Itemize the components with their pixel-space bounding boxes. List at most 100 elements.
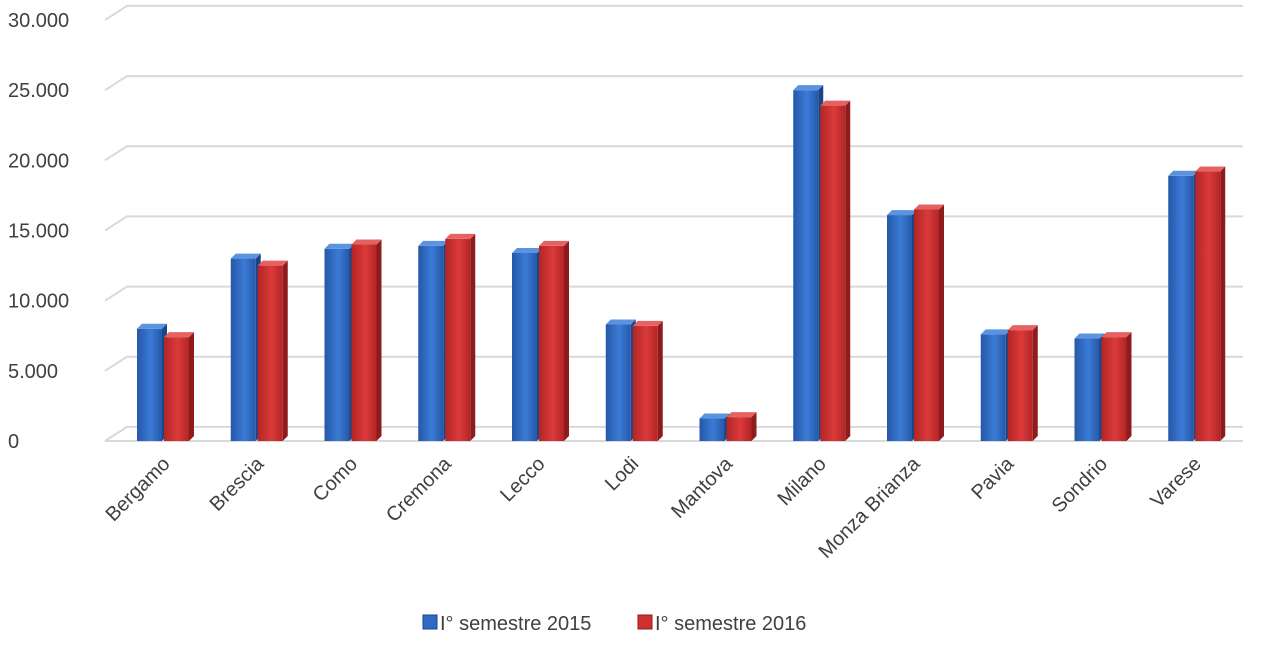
bar-group-sondrio xyxy=(1074,332,1132,441)
bar-side xyxy=(282,260,288,441)
bar-top xyxy=(164,332,194,338)
bar-i-semestre-2015-lodi xyxy=(605,319,636,441)
legend-item-i-semestre-2016: I° semestre 2016 xyxy=(637,613,806,635)
bar-side xyxy=(564,240,569,441)
bar-group-lecco xyxy=(512,240,569,441)
bar-i-semestre-2015-cremona xyxy=(418,240,449,441)
bar-i-semestre-2015-bergamo xyxy=(137,323,167,441)
bar-front xyxy=(351,244,377,441)
x-tick-label: Pavia xyxy=(967,452,1019,504)
bar-i-semestre-2016-brescia xyxy=(257,260,288,441)
x-tick-label: Varese xyxy=(1146,453,1205,512)
bar-group-lodi xyxy=(605,319,663,441)
x-tick-label: Milano xyxy=(774,453,831,510)
bars xyxy=(137,85,1226,442)
bar-side xyxy=(657,320,663,441)
x-tick-label: Lecco xyxy=(496,453,549,506)
bar-front xyxy=(164,337,189,441)
legend-label: I° semestre 2015 xyxy=(440,613,591,635)
bar-side xyxy=(376,239,382,441)
bar-top xyxy=(793,85,824,91)
bar-side xyxy=(1126,332,1132,441)
bar-front xyxy=(1074,338,1100,441)
y-tick-label: 30.000 xyxy=(8,10,69,32)
y-tick-label: 20.000 xyxy=(8,150,69,172)
bar-i-semestre-2015-mantova xyxy=(699,413,730,441)
bar-top xyxy=(1168,170,1199,176)
bar-top xyxy=(351,239,382,245)
bar-front xyxy=(1101,337,1127,441)
bar-i-semestre-2016-lecco xyxy=(539,240,569,441)
bar-i-semestre-2015-brescia xyxy=(230,253,261,441)
gridline xyxy=(104,145,1243,162)
legend-item-i-semestre-2015: I° semestre 2015 xyxy=(422,613,591,635)
gridline xyxy=(104,285,1243,302)
bar-i-semestre-2016-lodi xyxy=(632,320,663,441)
bar-side xyxy=(189,332,194,441)
bar-top xyxy=(137,323,167,329)
bar-top xyxy=(512,247,542,253)
bar-side xyxy=(1032,325,1038,441)
gridline xyxy=(104,215,1243,232)
bar-top xyxy=(1195,166,1226,172)
bar-top xyxy=(632,320,663,326)
bar-top xyxy=(1074,333,1105,339)
bar-front xyxy=(726,417,752,441)
bar-front xyxy=(324,248,350,441)
bar-front xyxy=(632,325,658,441)
bar-i-semestre-2016-mantova xyxy=(726,412,757,441)
bar-side xyxy=(939,204,944,441)
bar-i-semestre-2015-monza-brianza xyxy=(887,210,917,441)
y-tick-label: 10.000 xyxy=(8,291,69,313)
bar-i-semestre-2016-varese xyxy=(1195,166,1226,441)
bar-top xyxy=(887,210,917,216)
bar-top xyxy=(1007,325,1038,331)
bar-group-mantova xyxy=(699,412,757,441)
bar-top xyxy=(726,412,757,418)
x-tick-label: Cremona xyxy=(382,452,456,526)
bar-group-como xyxy=(324,239,382,441)
bar-side xyxy=(1220,166,1226,441)
legend-swatch xyxy=(422,614,438,630)
bar-i-semestre-2015-milano xyxy=(793,85,824,442)
bar-front xyxy=(1195,171,1221,441)
bar-top xyxy=(257,260,288,266)
bar-i-semestre-2016-pavia xyxy=(1007,325,1038,441)
gridline xyxy=(104,425,1243,442)
bar-i-semestre-2016-cremona xyxy=(445,233,476,441)
bar-top xyxy=(539,240,569,246)
bar-side xyxy=(470,233,476,441)
bar-front xyxy=(1007,330,1033,441)
bar-i-semestre-2016-milano xyxy=(820,100,851,441)
x-axis-ticks: Bergamo Brescia Como Cremona Lecco Lodi Mantov… xyxy=(102,452,1206,563)
y-tick-label: 0 xyxy=(8,431,19,453)
y-tick-label: 15.000 xyxy=(8,221,69,243)
bar-top xyxy=(445,233,476,239)
x-tick-label: Lodi xyxy=(601,453,643,495)
bar-i-semestre-2015-pavia xyxy=(980,329,1011,441)
bar-side xyxy=(751,412,757,441)
bar-front xyxy=(699,418,725,441)
bar-front xyxy=(137,328,162,441)
x-tick-label: Mantova xyxy=(667,452,737,522)
bar-group-cremona xyxy=(418,233,476,441)
bar-front xyxy=(230,258,256,441)
bar-top xyxy=(605,319,636,325)
bar-i-semestre-2016-como xyxy=(351,239,382,441)
bar-top xyxy=(1101,332,1132,338)
bar-i-semestre-2016-sondrio xyxy=(1101,332,1132,441)
bar-top xyxy=(324,243,355,249)
bar-i-semestre-2015-sondrio xyxy=(1074,333,1105,441)
bar-front xyxy=(418,245,444,441)
x-tick-label: Monza Brianza xyxy=(815,452,926,563)
bar-i-semestre-2015-como xyxy=(324,243,355,441)
bar-top xyxy=(699,413,730,419)
bar-group-pavia xyxy=(980,325,1038,441)
bar-front xyxy=(539,245,564,441)
bar-side xyxy=(845,100,851,441)
bar-group-varese xyxy=(1168,166,1226,441)
bar-front xyxy=(980,334,1006,441)
bar-group-brescia xyxy=(230,253,288,441)
bar-front xyxy=(914,209,939,441)
